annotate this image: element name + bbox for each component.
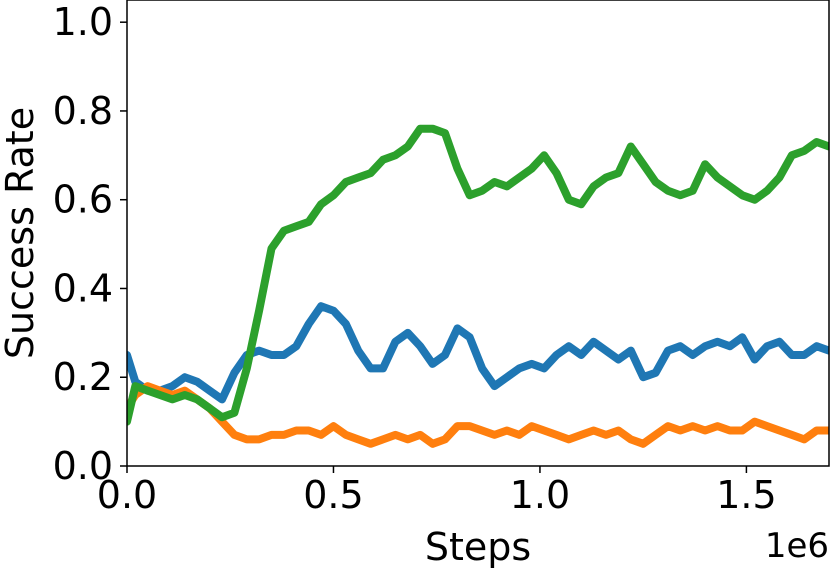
series-line-1	[127, 302, 829, 404]
y-tick-label: 1.0	[53, 0, 113, 44]
y-tick-label: 0.2	[53, 355, 113, 399]
y-tick-label: 0.8	[53, 89, 113, 133]
x-offset-label: 1e6	[765, 526, 829, 566]
x-tick-label: 0.0	[97, 473, 157, 517]
x-axis-label: Steps	[425, 525, 531, 569]
y-tick-label: 0.0	[53, 444, 113, 488]
series-line-2	[127, 382, 829, 448]
y-tick-label: 0.4	[53, 266, 113, 310]
series-layer	[127, 124, 829, 448]
y-tick-label: 0.6	[53, 178, 113, 222]
series-line-3	[127, 124, 829, 426]
axes-layer: 0.0 0.5 1.0 1.5 0.0 0.2 0.4 0.6 0.8 1.0	[53, 0, 830, 517]
x-tick-label: 1.0	[510, 473, 570, 517]
y-axis-label: Success Rate	[0, 107, 42, 359]
x-tick-label: 0.5	[303, 473, 363, 517]
x-tick-label: 1.5	[716, 473, 776, 517]
plot-frame	[126, 0, 830, 467]
